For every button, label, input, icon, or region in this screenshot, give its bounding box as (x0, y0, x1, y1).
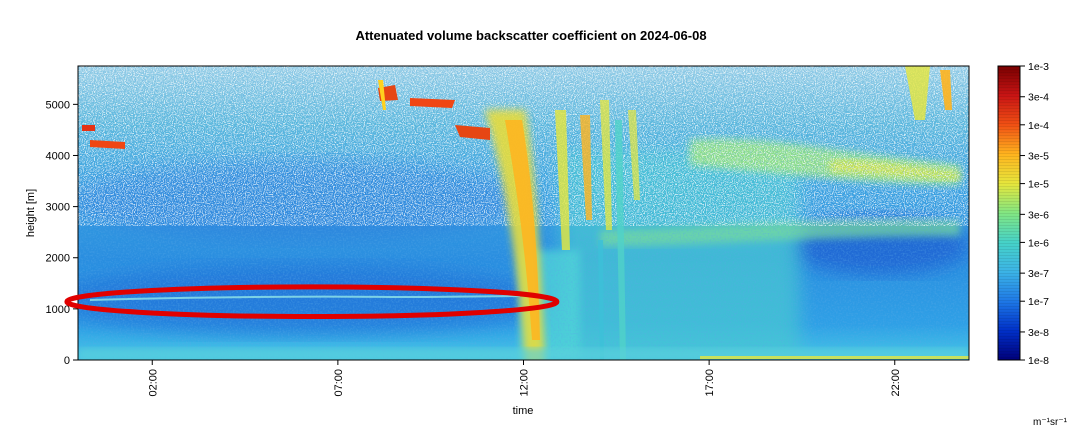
colorbar-tick-label: 3e-5 (1028, 151, 1049, 163)
x-axis-label: time (513, 405, 534, 417)
x-tick-label: 02:00 (147, 369, 159, 397)
colorbar-tick-label: 3e-4 (1028, 92, 1049, 104)
y-axis-label: height [m] (25, 189, 37, 237)
boundary-layer-line (89, 295, 521, 301)
colorbar-ticks: 1e-8 3e-8 1e-7 3e-7 1e-6 3e-6 1e-5 3e-5 1e-4 3e-4… (1020, 61, 1049, 367)
highlight-ellipse (64, 284, 560, 320)
colorbar-tick-label: 3e-7 (1028, 268, 1049, 280)
colorbar-tick-label: 1e-7 (1028, 296, 1049, 308)
colorbar-tick-label: 1e-5 (1028, 179, 1049, 191)
colorbar-tick-label: 1e-6 (1028, 237, 1049, 249)
cloud-precipitation-streaks (485, 100, 640, 360)
y-tick-label: 4000 (46, 150, 70, 162)
cloud-layer-red (82, 66, 952, 149)
x-tick-label: 07:00 (333, 369, 345, 397)
colorbar-tick-label: 1e-3 (1028, 61, 1049, 73)
chart-title: Attenuated volume backscatter coefficien… (355, 28, 706, 43)
colorbar-tick-label: 3e-8 (1028, 327, 1049, 339)
y-tick-label: 2000 (46, 253, 70, 265)
x-axis: 02:00 07:00 12:00 17:00 22:00 (147, 360, 902, 397)
x-tick-label: 12:00 (519, 369, 531, 397)
colorbar: 1e-8 3e-8 1e-7 3e-7 1e-6 3e-6 1e-5 3e-5 1e-4 3e-4… (997, 61, 1049, 367)
colorbar-tick-label: 3e-6 (1028, 209, 1049, 221)
colorbar-stripes (998, 66, 1020, 360)
colorbar-unit-label: m⁻¹sr⁻¹ (1033, 417, 1068, 428)
y-tick-label: 0 (64, 355, 70, 367)
x-tick-label: 17:00 (704, 369, 716, 397)
colorbar-tick-label: 1e-4 (1028, 120, 1049, 132)
y-tick-label: 5000 (46, 99, 70, 111)
y-axis: 0 1000 2000 3000 4000 5000 (46, 99, 78, 367)
colorbar-tick-label: 1e-8 (1028, 355, 1049, 367)
y-tick-label: 3000 (46, 202, 70, 214)
y-tick-label: 1000 (46, 304, 70, 316)
surface-yellow-line (700, 356, 969, 359)
x-tick-label: 22:00 (890, 369, 902, 397)
colorbar-frame (997, 65, 1021, 361)
